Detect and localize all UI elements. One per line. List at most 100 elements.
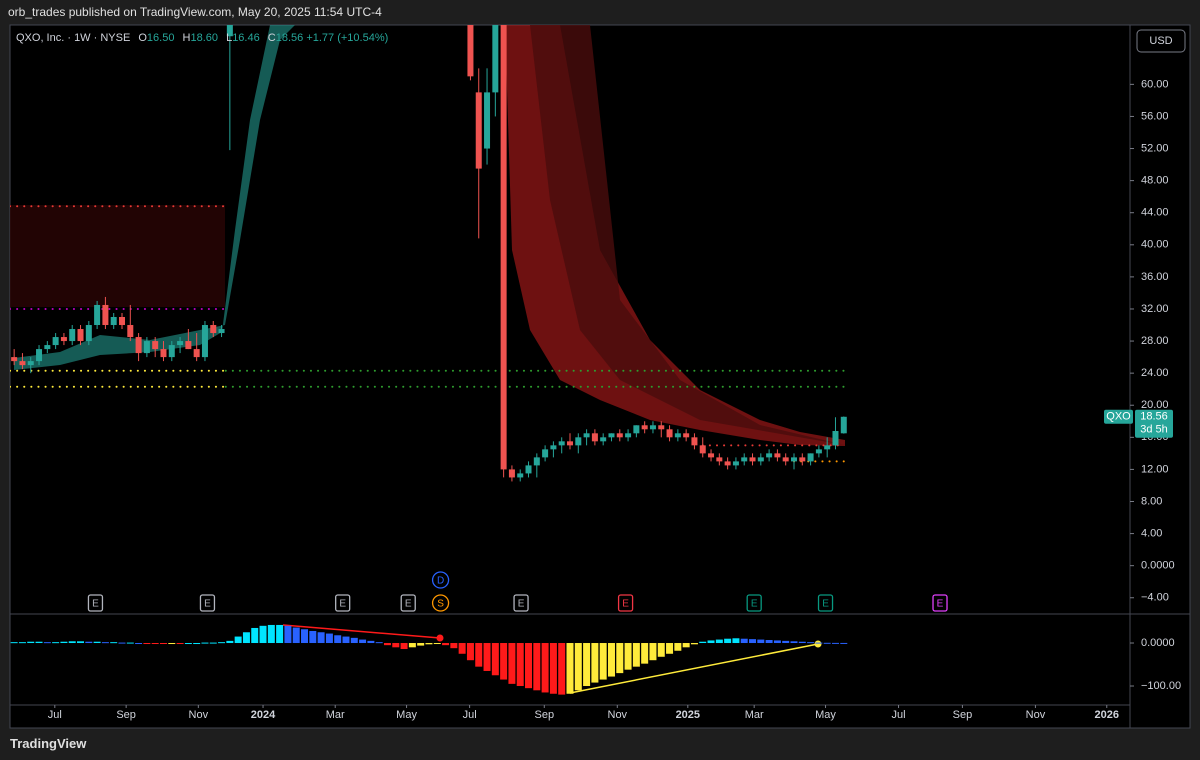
histogram-bar: [400, 643, 408, 650]
y-tick-label: 44.00: [1141, 207, 1169, 219]
y-tick-label: 28.00: [1141, 335, 1169, 347]
candle-body: [591, 433, 598, 442]
candle-body: [160, 349, 167, 358]
candle-body: [749, 457, 756, 462]
histogram-bar: [715, 639, 723, 644]
event-label: E: [92, 599, 99, 610]
candle-body: [600, 437, 607, 442]
candle-body: [774, 453, 781, 458]
candle-body: [94, 304, 101, 326]
histogram-bar: [707, 640, 715, 644]
candle-body: [508, 469, 515, 478]
event-label: E: [339, 599, 346, 610]
histogram-bar: [201, 642, 209, 644]
event-marker: [431, 571, 450, 589]
event-label: E: [937, 599, 944, 610]
legend: QXO, Inc. · 1W · NYSE O16.50 H18.60 L16.…: [16, 32, 388, 44]
candle-body: [143, 341, 150, 354]
histogram-bar: [35, 641, 43, 644]
histogram-bar: [68, 641, 76, 644]
osc-annotations: [282, 624, 822, 694]
event-marker: [335, 594, 351, 612]
histogram-bar: [749, 639, 757, 644]
candle-body: [766, 453, 773, 458]
event-label: E: [204, 599, 211, 610]
candle-body: [708, 453, 715, 458]
x-tick-label: May: [815, 709, 836, 721]
histogram-bar: [831, 642, 839, 644]
histogram-bar: [251, 627, 259, 644]
divergence-dot: [814, 640, 822, 648]
y-tick-label: −4.00: [1141, 592, 1169, 604]
zone: [10, 205, 225, 307]
candle-body: [558, 441, 565, 446]
histogram-bar: [475, 643, 483, 667]
candle-body: [633, 425, 640, 434]
x-tick-label: Mar: [326, 709, 345, 721]
histogram-bar: [292, 627, 300, 644]
x-tick-label: 2024: [251, 709, 276, 721]
y-tick-label: 12.00: [1141, 463, 1169, 475]
y-tick-label: −100.00: [1141, 680, 1181, 692]
candle-body: [484, 92, 491, 149]
candle-body: [193, 349, 200, 358]
candle-body: [649, 425, 656, 430]
candle-body: [782, 457, 789, 462]
pane: [10, 624, 848, 695]
event-label: E: [822, 599, 829, 610]
histogram-bar: [549, 643, 557, 694]
event-label: D: [437, 576, 444, 587]
candle-body: [152, 341, 159, 350]
ribbon-green: [14, 25, 295, 370]
candle-body: [525, 465, 532, 474]
candle-body: [210, 325, 217, 334]
histogram-bar: [591, 643, 599, 683]
candle-body: [44, 345, 51, 350]
y-tick-label: 0.0000: [1141, 560, 1175, 572]
event-label: E: [751, 599, 758, 610]
histogram-bar: [234, 636, 242, 644]
histogram-bar: [168, 643, 176, 645]
histogram-bar: [732, 638, 740, 644]
histogram-bar: [566, 643, 574, 694]
candle-body: [77, 329, 84, 342]
x-tick-label: May: [396, 709, 417, 721]
candle-body: [52, 337, 59, 346]
pane: −100.00 0.0000 Jul Sep Nov 2024 Mar May Jul Sep No…: [48, 637, 1181, 721]
histogram-bar: [317, 632, 325, 644]
histogram-bar: [500, 643, 508, 680]
candle-body: [824, 445, 831, 450]
histogram-bar: [110, 642, 118, 644]
event-marker: [87, 594, 104, 612]
event-marker: [199, 594, 216, 612]
histogram-bar: [765, 640, 773, 644]
y-tick-label: 60.00: [1141, 78, 1169, 90]
candle-body: [699, 445, 706, 454]
x-tick-label: Nov: [608, 709, 628, 721]
histogram-bar: [176, 643, 184, 645]
histogram-bar: [184, 643, 192, 645]
histogram-bar: [583, 643, 591, 687]
histogram-bar: [392, 643, 400, 648]
histogram-bar: [267, 624, 275, 644]
footer-logo: TradingView: [10, 736, 87, 751]
histogram-bar: [159, 643, 167, 645]
currency-button[interactable]: [1136, 29, 1186, 53]
histogram-bar: [466, 643, 474, 661]
candle-body: [832, 430, 839, 446]
candle-body: [492, 25, 499, 93]
y-tick-label: 48.00: [1141, 175, 1169, 187]
candle-body: [11, 357, 18, 362]
histogram-bar: [442, 643, 450, 646]
x-tick-label: 2026: [1095, 709, 1119, 721]
pane: [10, 25, 847, 482]
candle-body: [840, 416, 847, 434]
histogram-bar: [616, 643, 624, 674]
candle-body: [85, 325, 92, 342]
histogram-bar: [724, 638, 732, 644]
histogram-bar: [359, 639, 367, 644]
ohlc-value: 18.56: [275, 32, 304, 44]
candle-body: [135, 337, 142, 354]
currency[interactable]: USD: [1149, 35, 1172, 47]
candle-body: [533, 457, 540, 466]
